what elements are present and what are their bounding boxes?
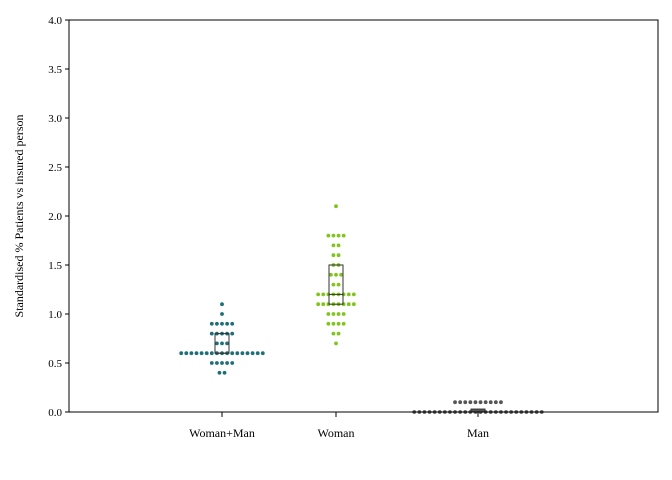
box-summaries — [214, 264, 486, 413]
data-point — [215, 341, 219, 346]
data-point — [222, 370, 227, 375]
data-point — [189, 351, 194, 356]
y-tick-label: 3.0 — [48, 113, 62, 125]
data-point — [336, 243, 341, 248]
data-point — [240, 351, 245, 356]
data-point — [488, 400, 493, 405]
y-tick-label: 0.0 — [48, 407, 62, 419]
data-point — [336, 312, 341, 316]
data-point — [220, 312, 224, 316]
data-point — [255, 351, 260, 356]
data-point — [225, 341, 230, 346]
data-point — [331, 243, 336, 248]
data-point — [336, 233, 341, 238]
data-point — [209, 331, 214, 336]
data-point — [331, 312, 336, 316]
data-point — [326, 312, 331, 316]
data-point — [463, 400, 468, 405]
data-point — [336, 282, 341, 287]
data-point — [334, 341, 338, 346]
data-point — [250, 351, 255, 356]
data-point — [329, 272, 333, 277]
y-tick-label: 0.5 — [48, 358, 62, 370]
data-point — [499, 400, 503, 405]
data-point — [331, 331, 336, 336]
data-point — [217, 370, 222, 375]
data-point — [336, 253, 341, 258]
y-axis-title: Standardised % Patients vs insured perso… — [12, 115, 26, 318]
data-point — [341, 321, 346, 326]
y-tick-label: 2.0 — [48, 211, 62, 223]
y-tick-label: 3.5 — [48, 64, 62, 76]
data-point — [179, 351, 184, 356]
data-point — [468, 400, 473, 405]
data-point — [215, 321, 219, 326]
x-category-label: Woman+Man — [189, 426, 255, 440]
data-point — [220, 341, 224, 346]
data-point — [209, 361, 214, 365]
data-point — [493, 400, 498, 405]
data-point — [351, 292, 356, 297]
data-point — [230, 361, 235, 365]
data-point — [339, 272, 343, 277]
data-point — [341, 312, 346, 316]
data-point — [230, 351, 235, 356]
data-point — [220, 361, 224, 365]
data-point — [331, 253, 336, 258]
data-point — [215, 361, 219, 365]
data-point — [225, 361, 230, 365]
data-point — [199, 351, 204, 356]
data-point — [473, 400, 478, 405]
data-point — [321, 292, 326, 297]
data-point — [230, 321, 235, 326]
data-point — [260, 351, 265, 356]
data-point — [453, 400, 457, 405]
data-point — [235, 351, 240, 356]
y-tick-label: 2.5 — [48, 162, 62, 174]
y-tick-label: 1.0 — [48, 309, 62, 321]
data-point — [209, 321, 214, 326]
box-iqr — [328, 264, 344, 305]
data-point — [326, 321, 331, 326]
data-point — [336, 331, 341, 336]
y-tick-label: 1.5 — [48, 260, 62, 272]
data-point — [336, 321, 341, 326]
x-category-label: Man — [467, 426, 489, 440]
data-point — [334, 272, 338, 277]
plot-frame — [68, 19, 659, 413]
data-point — [331, 321, 336, 326]
data-point — [331, 282, 336, 287]
x-category-label: Woman — [317, 426, 354, 440]
y-tick-label: 4.0 — [48, 15, 62, 27]
data-point — [220, 321, 224, 326]
data-point — [326, 233, 331, 238]
data-point — [483, 400, 488, 405]
data-point — [230, 331, 235, 336]
data-point — [204, 351, 209, 356]
data-point — [316, 292, 321, 297]
data-point — [184, 351, 189, 356]
data-point — [478, 400, 483, 405]
data-point — [220, 302, 224, 307]
y-axis-ticks: 0.0 0.5 1.0 1.5 2.0 2.5 3.0 3.5 4.0 — [48, 15, 69, 419]
data-point — [209, 351, 214, 356]
data-point — [346, 292, 351, 297]
data-point — [334, 204, 338, 209]
data-point — [351, 302, 356, 307]
data-point — [341, 233, 346, 238]
data-points — [179, 204, 544, 414]
data-point — [245, 351, 250, 356]
data-point — [458, 400, 463, 405]
data-point — [316, 302, 321, 307]
x-axis-ticks: Woman+Man Woman Man — [189, 412, 489, 440]
data-point — [346, 302, 351, 307]
data-point — [331, 233, 336, 238]
data-point — [194, 351, 199, 356]
data-point — [321, 302, 326, 307]
data-point — [225, 321, 230, 326]
